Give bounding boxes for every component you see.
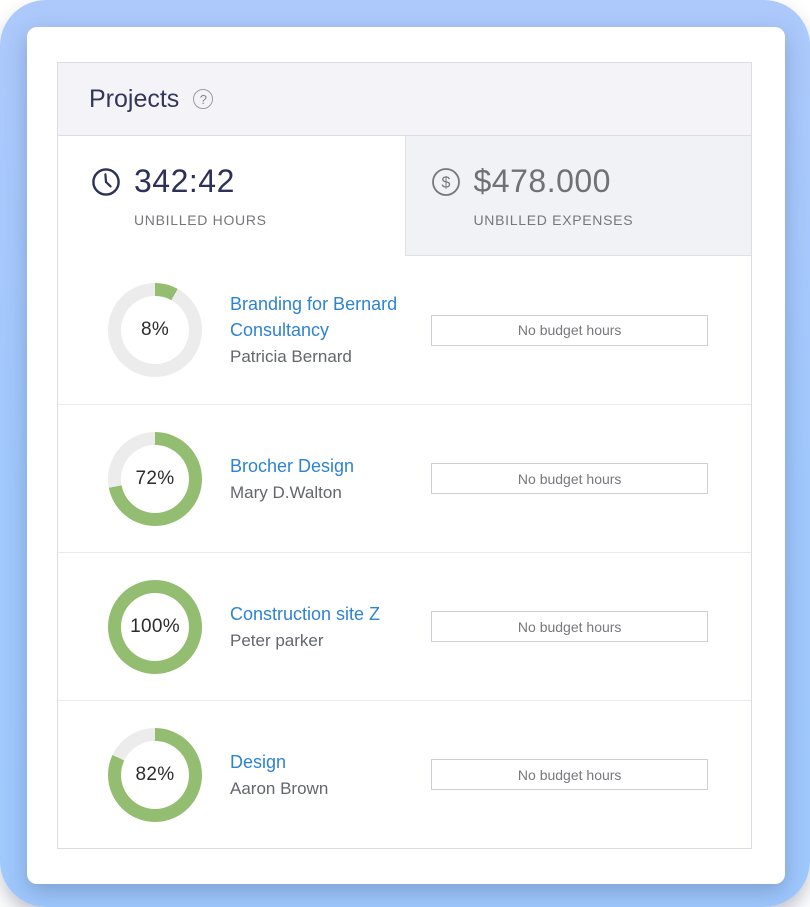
project-link[interactable]: Construction site Z [230, 603, 381, 624]
budget-status: No budget hours [431, 611, 708, 642]
dollar-icon: $ [431, 167, 460, 196]
budget-status: No budget hours [431, 463, 708, 494]
progress-donut: 82% [108, 727, 202, 822]
svg-text:$: $ [441, 174, 450, 191]
page-title: Projects [89, 84, 180, 113]
project-info: Design Aaron Brown [230, 749, 431, 801]
unbilled-expenses-value-row: $ $478.000 [431, 163, 752, 200]
project-list: 8% Branding for Bernard Consultancy Patr… [58, 256, 751, 848]
project-info: Construction site Z Peter parker [230, 601, 431, 653]
progress-donut: 8% [108, 283, 202, 377]
project-info: Brocher Design Mary D.Walton [230, 453, 431, 505]
projects-widget-header: Projects ? [58, 63, 751, 136]
project-owner: Patricia Bernard [230, 347, 352, 366]
project-row: 82% Design Aaron Brown No budget hours [58, 700, 751, 848]
progress-donut: 100% [108, 579, 202, 674]
project-row: 8% Branding for Bernard Consultancy Patr… [58, 256, 751, 404]
project-link[interactable]: Design [230, 751, 287, 772]
budget-status: No budget hours [431, 314, 708, 346]
clock-icon [92, 167, 120, 196]
unbilled-expenses-label: UNBILLED EXPENSES [473, 212, 634, 228]
project-link[interactable]: Branding for Bernard Consultancy [230, 294, 398, 340]
project-info: Branding for Bernard Consultancy Patrici… [230, 291, 431, 369]
project-owner: Peter parker [230, 630, 324, 650]
progress-donut: 72% [108, 431, 202, 526]
project-row: 100% Construction site Z Peter parker No… [58, 552, 751, 700]
tab-unbilled-expenses[interactable]: $ $478.000 UNBILLED EXPENSES [404, 136, 752, 256]
progress-percent: 82% [121, 740, 189, 809]
progress-percent: 100% [121, 592, 189, 661]
project-owner: Mary D.Walton [230, 482, 342, 502]
unbilled-expenses-value: $478.000 [473, 163, 611, 199]
tab-unbilled-hours[interactable]: 342:42 UNBILLED HOURS [58, 136, 405, 256]
project-link[interactable]: Brocher Design [230, 455, 355, 476]
summary-tabs: 342:42 UNBILLED HOURS $ $478.000 UNBILLE… [58, 136, 751, 256]
progress-percent: 8% [121, 296, 189, 364]
projects-widget: Projects ? 342:42 UNBILLED HOURS [57, 62, 752, 849]
help-icon[interactable]: ? [193, 89, 214, 109]
project-row: 72% Brocher Design Mary D.Walton No budg… [58, 404, 751, 552]
unbilled-hours-value-row: 342:42 [91, 163, 405, 200]
dashboard-card: Projects ? 342:42 UNBILLED HOURS [27, 27, 785, 884]
unbilled-hours-value: 342:42 [134, 163, 235, 199]
progress-percent: 72% [121, 444, 189, 513]
unbilled-hours-label: UNBILLED HOURS [134, 212, 267, 228]
project-owner: Aaron Brown [230, 778, 329, 798]
budget-status: No budget hours [431, 759, 708, 790]
